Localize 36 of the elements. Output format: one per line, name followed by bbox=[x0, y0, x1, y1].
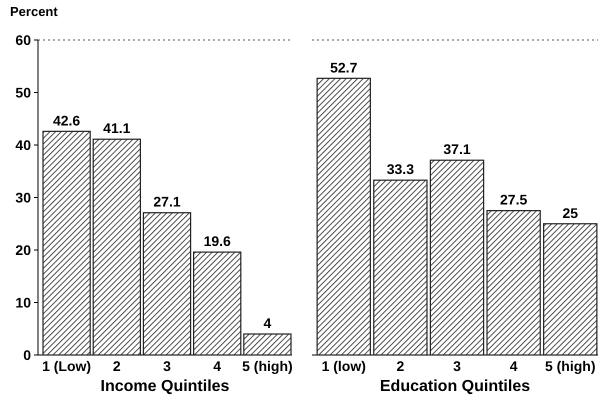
data-label: 19.6 bbox=[204, 233, 232, 250]
y-tick-label: 40 bbox=[15, 136, 32, 153]
y-axis-title: Percent bbox=[10, 4, 58, 19]
bar bbox=[373, 180, 428, 356]
x-tick-label: 1 (Low) bbox=[42, 358, 92, 374]
y-tick-label: 0 bbox=[23, 346, 32, 363]
y-tick-label: 60 bbox=[15, 32, 32, 48]
data-label: 33.3 bbox=[386, 161, 414, 178]
bar bbox=[316, 78, 371, 356]
data-label: 37.1 bbox=[443, 141, 471, 158]
bar bbox=[142, 212, 192, 356]
data-label: 42.6 bbox=[52, 112, 80, 128]
bar bbox=[430, 160, 484, 356]
x-tick-label: 3 bbox=[163, 358, 172, 374]
data-label: 25 bbox=[562, 204, 578, 221]
data-label: 27.1 bbox=[153, 194, 181, 210]
x-tick-label: 4 bbox=[510, 358, 518, 374]
y-tick-label: 20 bbox=[15, 242, 32, 258]
x-tick-label: 5 (high) bbox=[242, 358, 293, 374]
x-tick-label: 4 bbox=[213, 358, 222, 374]
x-tick-label: 1 (low) bbox=[322, 358, 366, 374]
y-tick-label: 30 bbox=[15, 189, 32, 206]
data-label: 52.7 bbox=[330, 59, 358, 76]
bar bbox=[543, 223, 598, 356]
x-tick-label: 2 bbox=[396, 358, 404, 374]
x-tick-label: 3 bbox=[453, 358, 462, 374]
data-label: 41.1 bbox=[103, 120, 131, 136]
y-tick-label: 50 bbox=[15, 84, 32, 100]
y-tick-label: 10 bbox=[15, 294, 32, 310]
x-axis-title: Income Quintiles bbox=[100, 378, 230, 395]
bar bbox=[486, 210, 541, 356]
data-label: 4 bbox=[264, 315, 272, 331]
data-label: 27.5 bbox=[500, 192, 528, 208]
x-axis-title: Education Quintiles bbox=[380, 378, 530, 395]
x-tick-label: 5 (high) bbox=[544, 358, 596, 374]
x-tick-label: 2 bbox=[112, 358, 121, 374]
